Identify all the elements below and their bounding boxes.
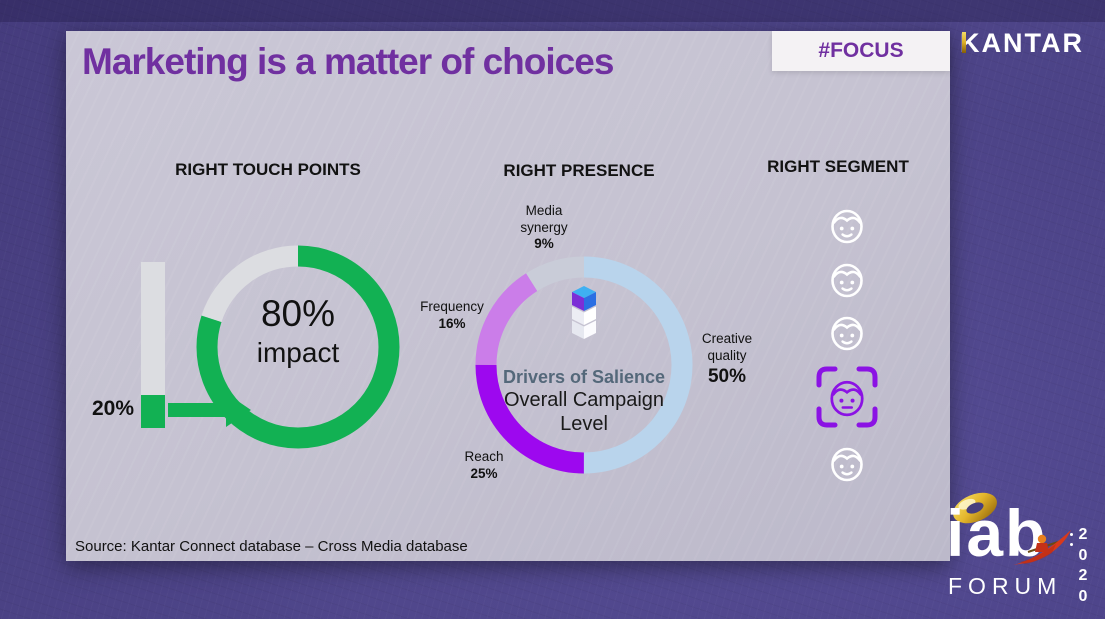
impact-value: 80% — [260, 293, 336, 334]
kayak-icon — [1013, 530, 1071, 565]
person-icon — [827, 443, 867, 483]
label-reach: Reach 25% — [424, 449, 544, 482]
cube-stack-icon — [572, 286, 596, 339]
person-icon — [827, 312, 867, 352]
creative-value: 50% — [707, 366, 747, 387]
year-digit: 0 — [1078, 587, 1088, 605]
creative-line2: quality — [707, 347, 747, 363]
year-digit: 0 — [1078, 546, 1088, 564]
iab-forum-logo: iab FORUM 2 0 2 0 — [938, 484, 1103, 619]
reach-value: 25% — [470, 465, 498, 481]
person-icon — [827, 259, 867, 299]
investment-bar-track — [141, 262, 165, 428]
label-creative-quality: Creative quality 50% — [667, 331, 787, 388]
presence-donut-chart — [475, 256, 693, 474]
donut-segment-Media synergy — [475, 256, 693, 474]
forum-logo-text: FORUM — [948, 573, 1063, 599]
heading-right-segment: RIGHT SEGMENT — [767, 157, 909, 176]
salience-center-subtitle: Overall Campaign Level — [503, 389, 665, 435]
impact-label: impact — [256, 337, 340, 368]
salience-center-title: Drivers of Salience — [502, 367, 666, 387]
reach-line1: Reach — [464, 449, 504, 464]
slide-title: Marketing is a matter of choices — [82, 41, 614, 82]
bar-value-label: 20% — [91, 397, 134, 420]
kantar-logo: KANTAR — [960, 28, 1084, 59]
source-note: Source: Kantar Connect database – Cross … — [75, 538, 468, 555]
label-frequency: Frequency 16% — [392, 299, 512, 332]
media-synergy-line2: synergy — [520, 219, 568, 235]
kantar-gold-stem — [962, 32, 966, 53]
slide-canvas: Marketing is a matter of choices #FOCUS … — [66, 31, 950, 561]
frequency-value: 16% — [438, 315, 466, 331]
frequency-line1: Frequency — [420, 299, 484, 314]
focus-badge: #FOCUS — [772, 31, 950, 71]
kantar-logo-text: KANTAR — [960, 28, 1084, 58]
media-synergy-value: 9% — [534, 236, 554, 251]
heading-right-presence: RIGHT PRESENCE — [503, 161, 655, 180]
touchpoints-donut-center-text: 80% impact — [193, 293, 403, 371]
media-synergy-line1: Media — [525, 203, 563, 218]
donut-segment-Reach — [475, 256, 693, 474]
torus-icon — [953, 492, 997, 524]
touchpoints-donut-chart — [196, 245, 400, 449]
logo-colon-dots — [1070, 533, 1073, 553]
person-icon — [827, 205, 867, 245]
year-digit: 2 — [1078, 526, 1088, 543]
donut-segment-remainder — [196, 245, 400, 449]
selected-person-icon — [826, 376, 868, 418]
focus-badge-label: #FOCUS — [818, 39, 904, 62]
heading-right-touch-points: RIGHT TOUCH POINTS — [175, 160, 361, 179]
focus-frame-icon — [816, 366, 878, 428]
top-band — [0, 0, 1105, 22]
year-digit: 2 — [1078, 567, 1088, 584]
iab-logo-text: iab — [946, 496, 1048, 570]
logo-year-2020: 2 0 2 0 — [1076, 525, 1090, 607]
creative-line1: Creative — [701, 331, 753, 346]
label-media-synergy: Media synergy 9% — [484, 203, 604, 253]
arrow-right-icon — [168, 403, 226, 417]
investment-bar-fill — [141, 394, 165, 428]
